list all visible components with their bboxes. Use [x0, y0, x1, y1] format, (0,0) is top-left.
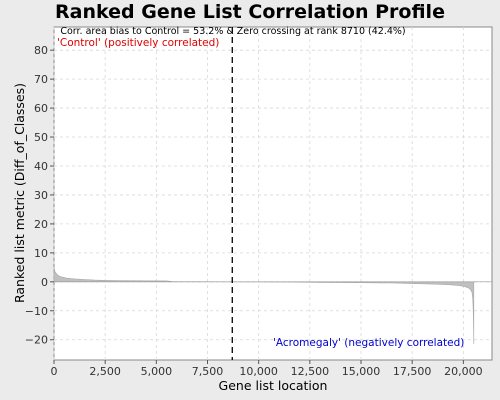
y-tick-label: 60	[34, 102, 48, 115]
x-tick-label: 5,000	[141, 365, 173, 378]
chart-title: Ranked Gene List Correlation Profile	[55, 1, 445, 23]
x-tick-label: 17,500	[393, 365, 432, 378]
y-tick-label: −10	[25, 305, 48, 318]
y-tick-label: 30	[34, 189, 48, 202]
series-layer	[53, 267, 492, 345]
y-tick-label: 70	[34, 73, 48, 86]
y-tick-label: 40	[34, 160, 48, 173]
y-tick-label: 10	[34, 247, 48, 260]
x-tick-label: 15,000	[342, 365, 381, 378]
correlation-annotation: Corr. area bias to Control = 53.2% & Zer…	[60, 26, 405, 37]
plot-area	[53, 26, 493, 361]
x-tick-label: 2,500	[89, 365, 121, 378]
positive-class-label: 'Control' (positively correlated)	[57, 37, 219, 49]
x-tick-label: 10,000	[239, 365, 278, 378]
y-tick-label: −20	[25, 334, 48, 347]
y-tick-label: 80	[34, 44, 48, 57]
x-axis-label: Gene list location	[219, 378, 328, 393]
x-tick-label: 7,500	[192, 365, 224, 378]
y-axis-label: Ranked list metric (Diff_of_Classes)	[12, 83, 27, 303]
negative-class-label: 'Acromegaly' (negatively correlated)	[273, 337, 464, 349]
x-tick-label: 12,500	[291, 365, 330, 378]
axes: −20 −10 0 10 20 30 40 50 60 70 80 0 2,500 5,000 7,500 1…	[25, 44, 483, 378]
y-tick-label: 20	[34, 218, 48, 231]
grid-lines	[53, 27, 492, 360]
y-tick-label: 0	[41, 276, 48, 289]
x-tick-label: 0	[51, 365, 58, 378]
y-tick-label: 50	[34, 131, 48, 144]
x-tick-label: 20,000	[444, 365, 483, 378]
